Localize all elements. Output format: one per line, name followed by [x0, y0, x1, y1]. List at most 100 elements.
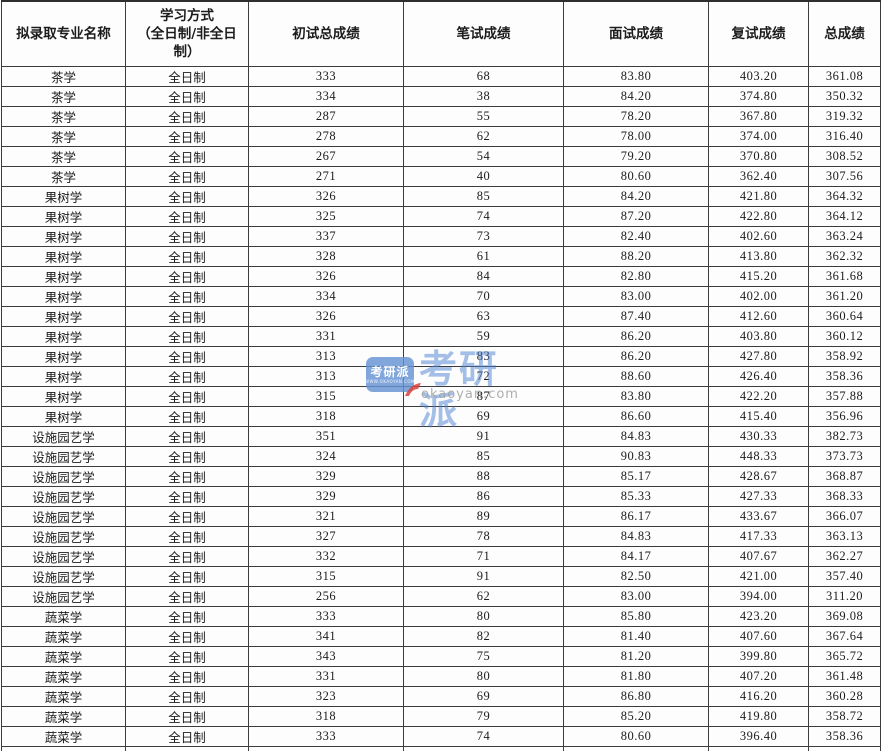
- table-cell: 蔬菜学: [1, 666, 126, 687]
- table-cell: 367.64: [808, 626, 881, 647]
- table-cell: 全日制: [125, 106, 249, 127]
- table-cell: 366.07: [808, 506, 881, 527]
- table-cell: 362.40: [708, 166, 809, 187]
- table-cell: 全日制: [125, 506, 249, 527]
- table-cell: 374.00: [708, 126, 809, 147]
- table-cell: 88.60: [563, 366, 709, 387]
- table-cell: 全日制: [125, 546, 249, 567]
- table-cell: 358.36: [808, 366, 881, 387]
- table-cell: 81.20: [563, 646, 709, 667]
- table-cell: 428.67: [708, 466, 809, 487]
- table-cell: 315: [248, 386, 404, 407]
- table-row: 果树学 全日制 331 59 86.20 403.80 360.12: [1, 326, 881, 347]
- table-cell: 358.72: [808, 706, 881, 727]
- table-cell: 83.80: [563, 386, 709, 407]
- table-row: 茶学 全日制 278 62 78.00 374.00 316.40: [1, 126, 881, 147]
- table-cell: 332: [248, 546, 404, 567]
- table-cell: 331: [248, 326, 404, 347]
- table-row: 设施园艺学 全日制 351 91 84.83 430.33 382.73: [1, 426, 881, 447]
- table-cell: 87: [403, 386, 564, 407]
- table-row: 果树学 全日制 313 72 88.60 426.40 358.36: [1, 366, 881, 387]
- table-cell: 果树学: [1, 346, 126, 367]
- table-cell: 设施园艺学: [1, 466, 126, 487]
- table-cell: 55: [403, 106, 564, 127]
- table-cell: 63: [403, 306, 564, 327]
- table-cell: 361.68: [808, 266, 881, 287]
- table-cell: 313: [248, 366, 404, 387]
- table-cell: 全日制: [125, 246, 249, 267]
- table-cell: 77: [403, 746, 564, 751]
- table-cell: 358.92: [808, 346, 881, 367]
- table-cell: 全日制: [125, 606, 249, 627]
- table-body: 茶学 全日制 333 68 83.80 403.20 361.08 茶学 全日制 334 38 84.…: [1, 66, 881, 751]
- table-cell: 287: [248, 106, 404, 127]
- table-cell: 68: [403, 66, 564, 87]
- table-header-row: 拟录取专业名称 学习方式 （全日制/非全日制） 初试总成绩 笔试成绩 面试成绩 …: [1, 0, 881, 67]
- table-cell: 80: [403, 606, 564, 627]
- table-row: 果树学 全日制 326 85 84.20 421.80 364.32: [1, 186, 881, 207]
- table-cell: 367.80: [708, 106, 809, 127]
- table-cell: 86.17: [563, 506, 709, 527]
- table-row: 蔬菜学 全日制 331 80 81.80 407.20 361.48: [1, 666, 881, 687]
- table-cell: 364.12: [808, 206, 881, 227]
- table-cell: 419.80: [708, 706, 809, 727]
- table-row: 果树学 全日制 326 84 82.80 415.20 361.68: [1, 266, 881, 287]
- table-cell: 全日制: [125, 586, 249, 607]
- table-cell: 设施园艺学: [1, 426, 126, 447]
- table-cell: 412.60: [708, 306, 809, 327]
- table-cell: 全日制: [125, 386, 249, 407]
- table-cell: 325: [248, 206, 404, 227]
- table-cell: 343: [248, 646, 404, 667]
- table-cell: 茶学: [1, 166, 126, 187]
- table-cell: 全日制: [125, 366, 249, 387]
- table-cell: 85.20: [563, 706, 709, 727]
- table-cell: 62: [403, 126, 564, 147]
- table-cell: 80: [403, 666, 564, 687]
- table-cell: 蔬菜学: [1, 626, 126, 647]
- table-cell: 设施园艺学: [1, 506, 126, 527]
- table-cell: 84.20: [563, 86, 709, 107]
- table-cell: 全日制: [125, 206, 249, 227]
- table-cell: 308.52: [808, 146, 881, 167]
- table-cell: 全日制: [125, 406, 249, 427]
- table-cell: 91: [403, 426, 564, 447]
- table-cell: 448.33: [708, 446, 809, 467]
- table-cell: 87.20: [563, 206, 709, 227]
- table-cell: 茶学: [1, 86, 126, 107]
- table-cell: 316.40: [808, 126, 881, 147]
- table-cell: 361.20: [808, 286, 881, 307]
- table-cell: 402.00: [708, 286, 809, 307]
- table-cell: 果树学: [1, 226, 126, 247]
- table-cell: 全日制: [125, 466, 249, 487]
- table-cell: 326: [248, 306, 404, 327]
- table-cell: 全日制: [125, 666, 249, 687]
- table-cell: 86: [403, 486, 564, 507]
- table-cell: 369.08: [808, 606, 881, 627]
- column-header-retest-score: 复试成绩: [708, 0, 809, 67]
- table-cell: 78.00: [563, 126, 709, 147]
- table-cell: 88.20: [563, 246, 709, 267]
- table-cell: 59: [403, 326, 564, 347]
- table-cell: 70: [403, 286, 564, 307]
- table-row: 蔬菜学全日制3177784.40414.60356.04: [1, 746, 881, 751]
- table-cell: 全日制: [125, 226, 249, 247]
- table-cell: 326: [248, 186, 404, 207]
- table-cell: 全日制: [125, 86, 249, 107]
- table-cell: 90.83: [563, 446, 709, 467]
- table-cell: 61: [403, 246, 564, 267]
- table-cell: 果树学: [1, 206, 126, 227]
- table-cell: 84.40: [563, 746, 709, 751]
- table-cell: 80.60: [563, 166, 709, 187]
- table-cell: 402.60: [708, 226, 809, 247]
- table-cell: 果树学: [1, 286, 126, 307]
- table-row: 蔬菜学 全日制 333 80 85.80 423.20 369.08: [1, 606, 881, 627]
- table-cell: 350.32: [808, 86, 881, 107]
- table-cell: 89: [403, 506, 564, 527]
- table-cell: 365.72: [808, 646, 881, 667]
- table-cell: 茶学: [1, 106, 126, 127]
- table-cell: 75: [403, 646, 564, 667]
- table-cell: 茶学: [1, 66, 126, 87]
- table-cell: 蔬菜学: [1, 706, 126, 727]
- table-cell: 324: [248, 446, 404, 467]
